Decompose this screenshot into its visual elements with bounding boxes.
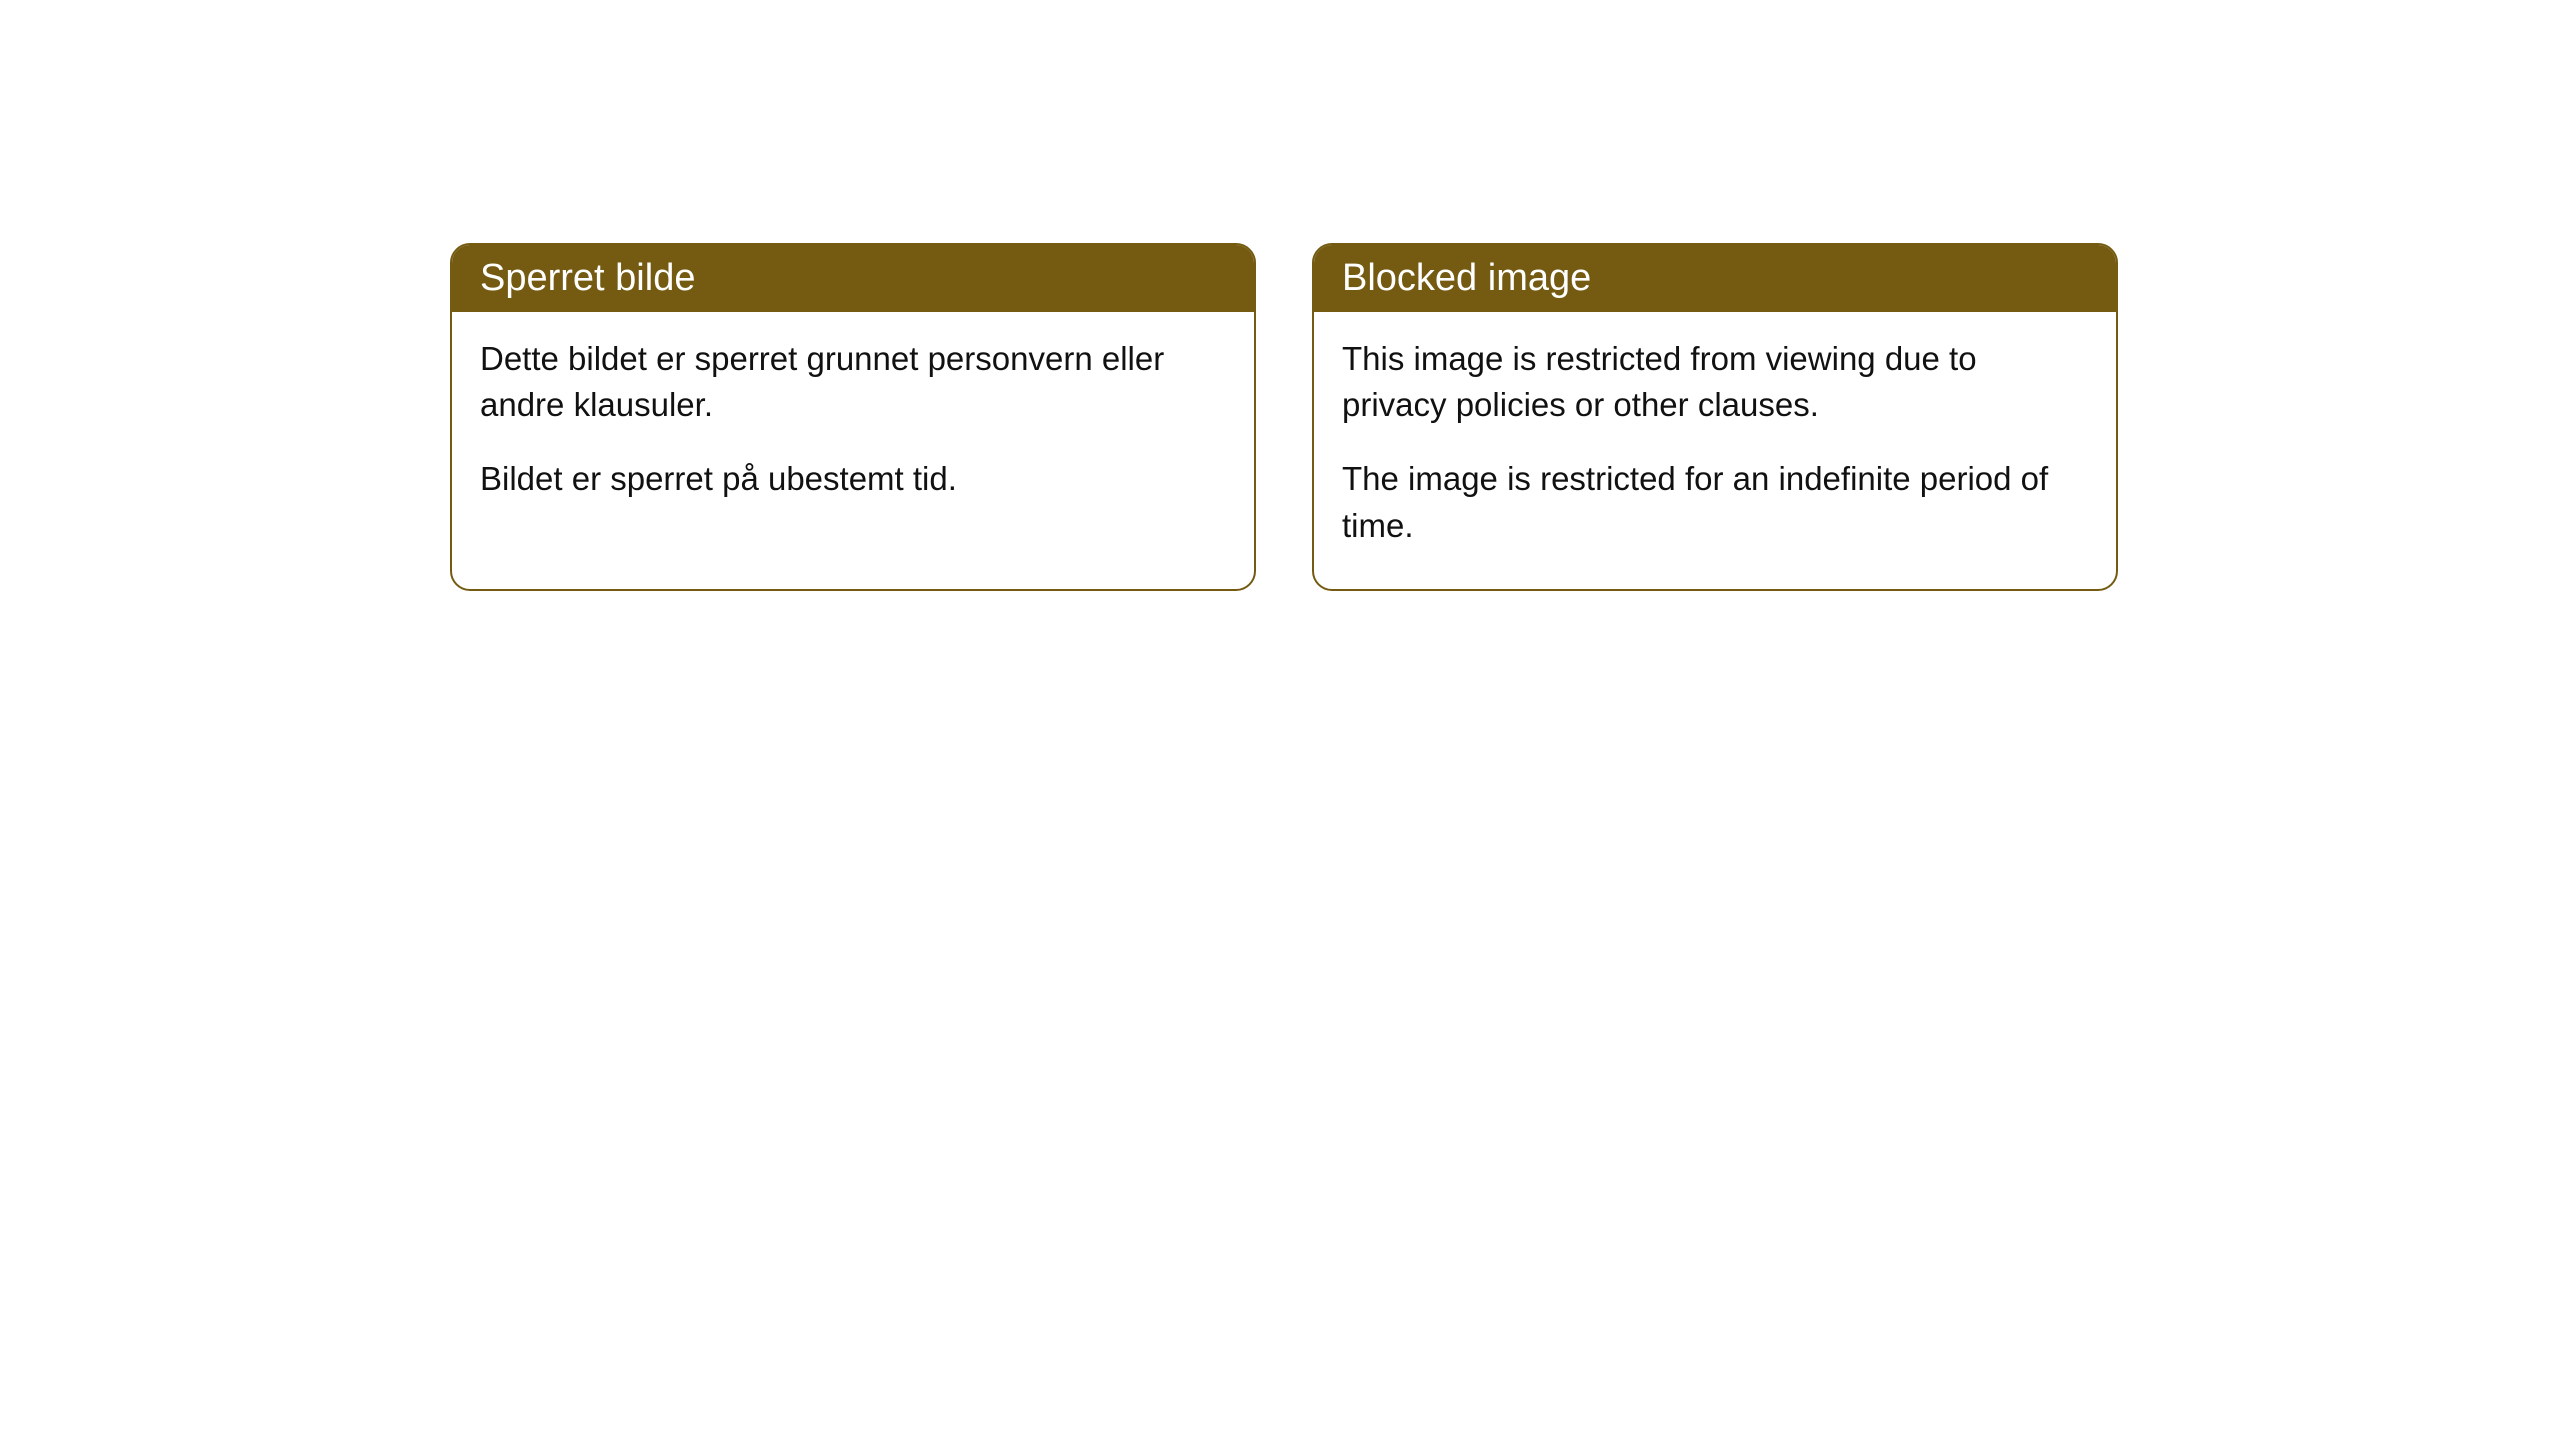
cards-container: Sperret bilde Dette bildet er sperret gr… — [450, 243, 2118, 591]
card-header-norwegian: Sperret bilde — [452, 245, 1254, 312]
card-paragraph: Bildet er sperret på ubestemt tid. — [480, 456, 1226, 502]
card-title: Sperret bilde — [480, 257, 695, 299]
card-header-english: Blocked image — [1314, 245, 2116, 312]
card-paragraph: The image is restricted for an indefinit… — [1342, 456, 2088, 548]
card-english: Blocked image This image is restricted f… — [1312, 243, 2118, 591]
card-body-english: This image is restricted from viewing du… — [1314, 312, 2116, 589]
card-body-norwegian: Dette bildet er sperret grunnet personve… — [452, 312, 1254, 543]
card-norwegian: Sperret bilde Dette bildet er sperret gr… — [450, 243, 1256, 591]
card-title: Blocked image — [1342, 257, 1591, 299]
card-paragraph: This image is restricted from viewing du… — [1342, 336, 2088, 428]
card-paragraph: Dette bildet er sperret grunnet personve… — [480, 336, 1226, 428]
